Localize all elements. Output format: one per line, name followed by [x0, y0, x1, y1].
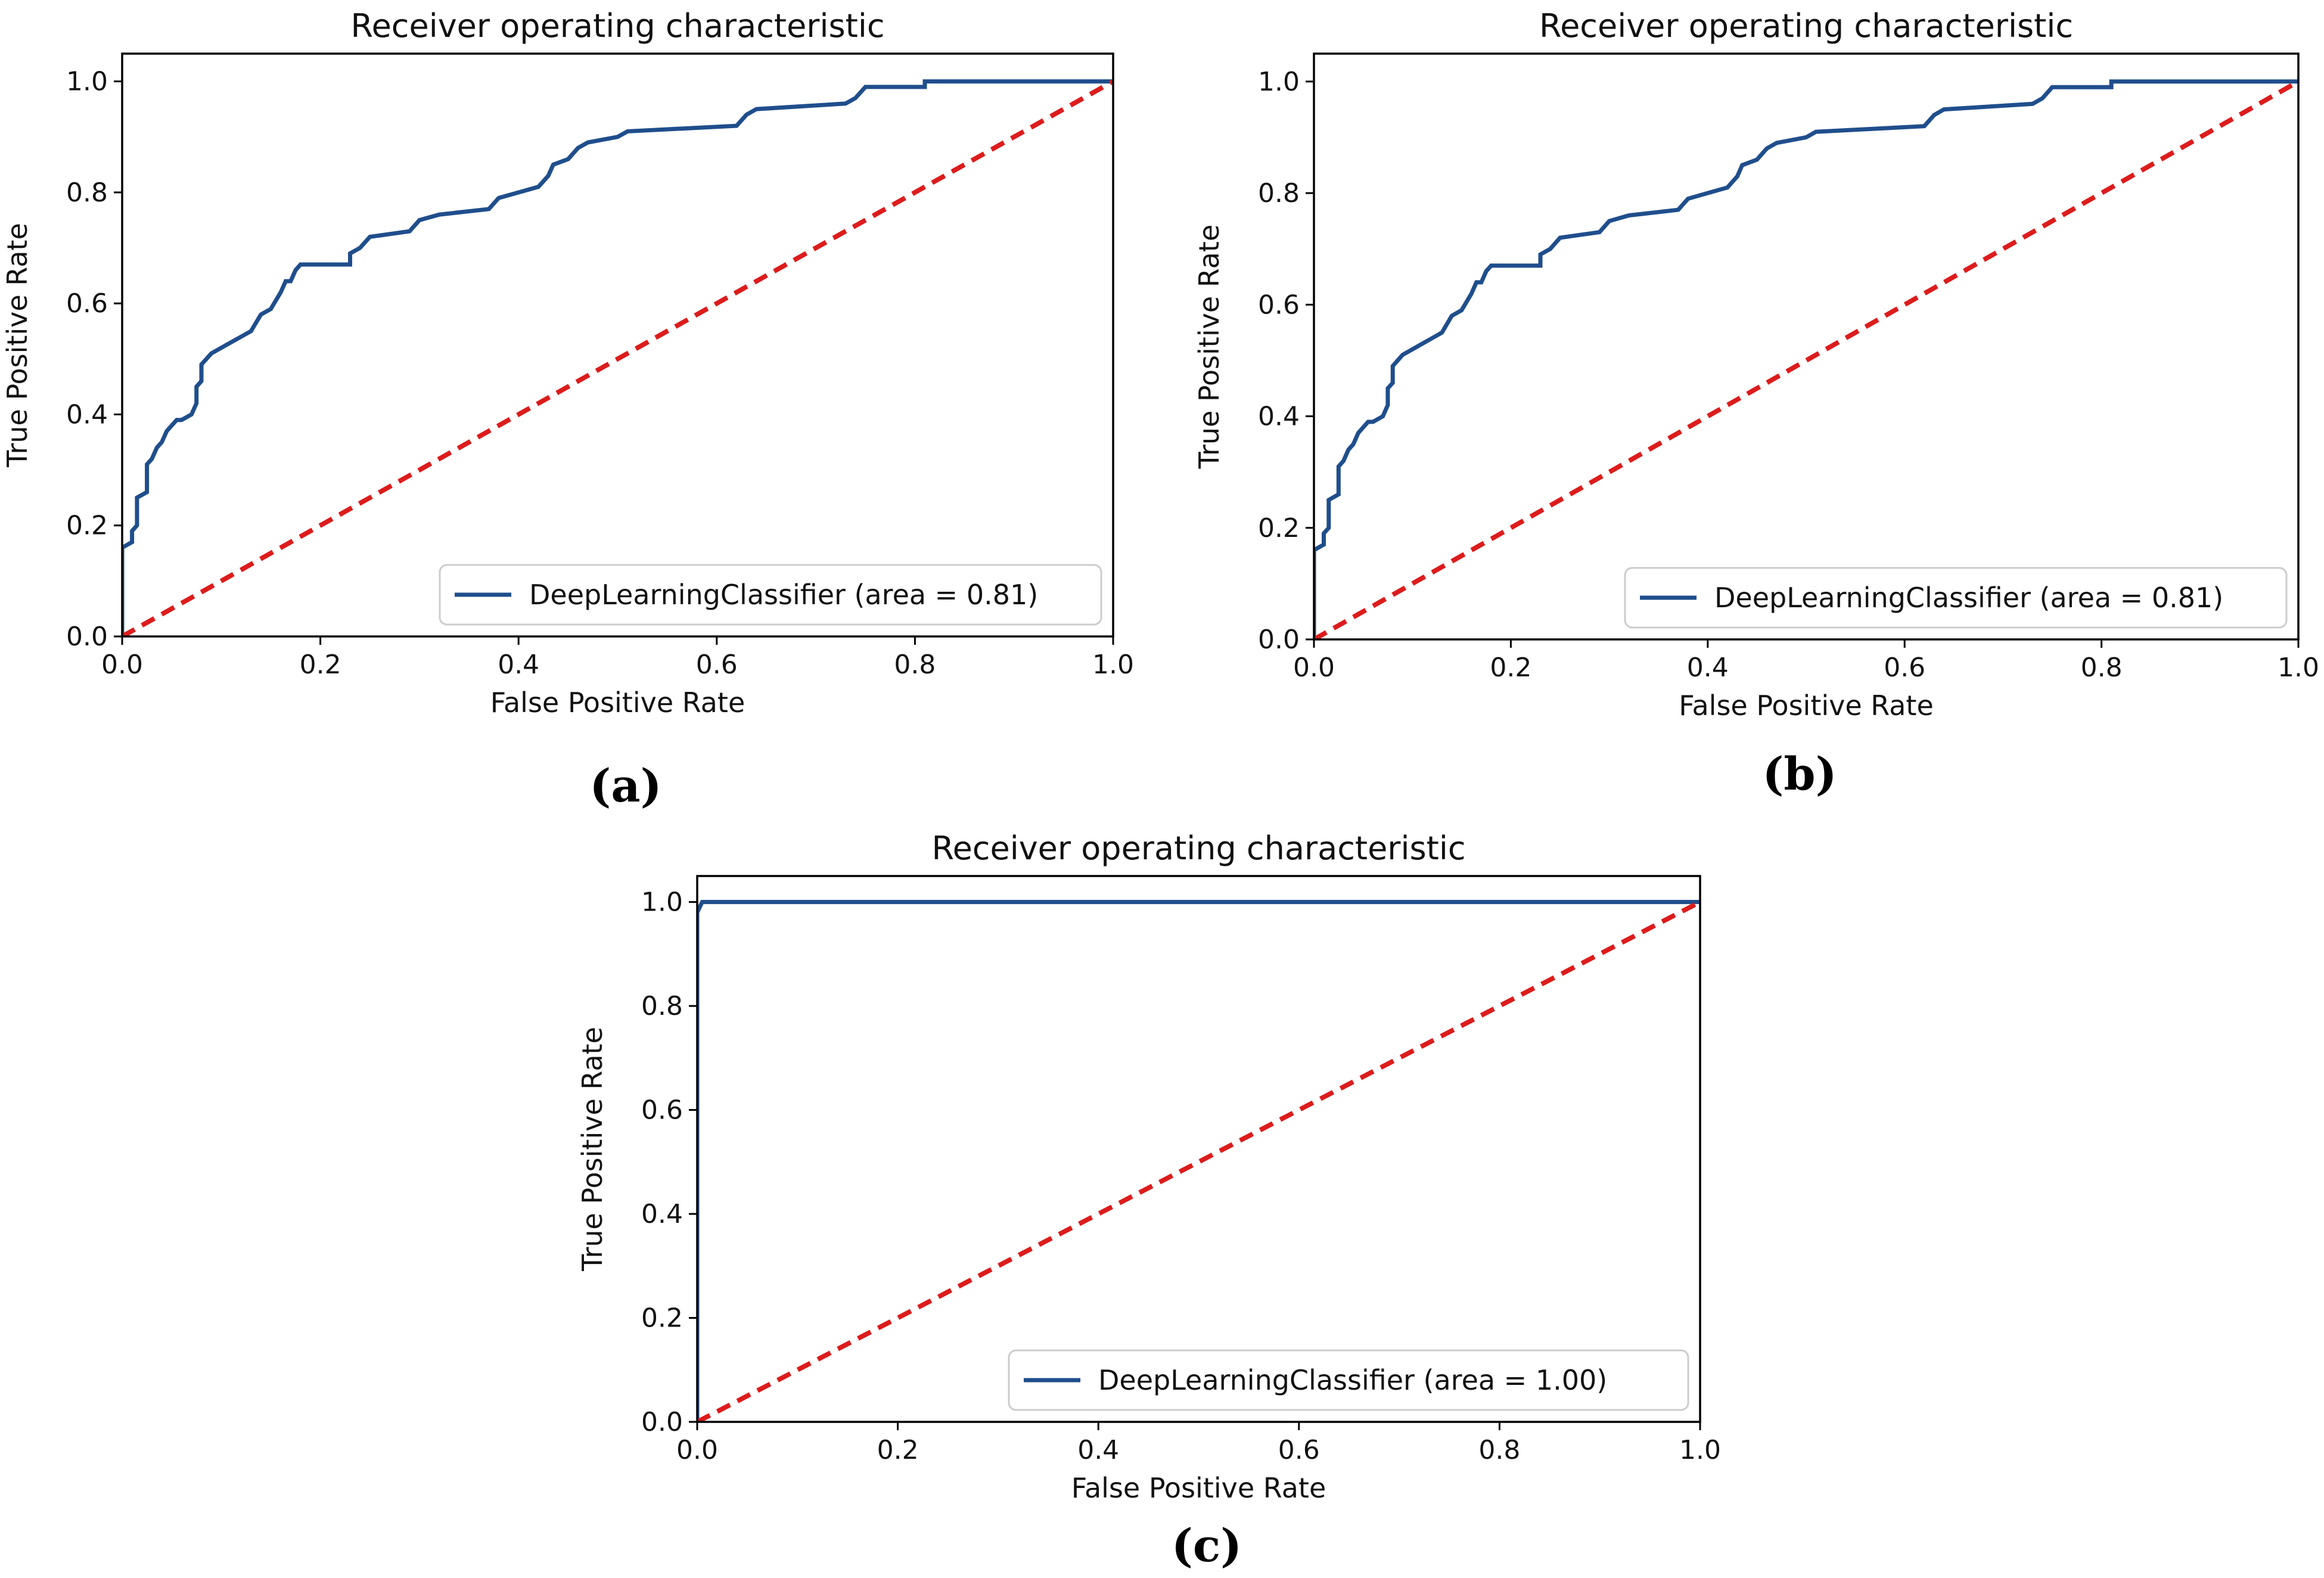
axes-frame — [1313, 52, 2300, 641]
x-tick-label: 0.2 — [877, 1435, 919, 1465]
chance-line — [1314, 79, 2298, 639]
panel-label: (c) — [1172, 1519, 1242, 1572]
x-tick-label: 0.8 — [894, 650, 936, 680]
x-tick-label: 0.0 — [101, 650, 143, 680]
x-tick-label: 0.4 — [1077, 1435, 1119, 1465]
y-tick-label: 0.4 — [1258, 402, 1300, 432]
roc-curve — [1314, 79, 2298, 639]
y-tick-label: 0.0 — [641, 1407, 683, 1437]
chart-title: Receiver operating characteristic — [1539, 7, 2073, 45]
x-tick-label: 1.0 — [1679, 1435, 1721, 1465]
chart-title: Receiver operating characteristic — [350, 7, 884, 45]
axes-frame — [121, 52, 1114, 638]
panel-label: (a) — [589, 759, 661, 812]
x-tick-label: 1.0 — [1092, 650, 1134, 680]
x-tick-label: 0.8 — [1478, 1435, 1520, 1465]
y-tick-label: 0.4 — [66, 399, 108, 430]
legend: DeepLearningClassifier (area = 0.81) — [1624, 567, 2288, 629]
x-tick-label: 0.8 — [2081, 653, 2123, 683]
legend: DeepLearningClassifier (area = 1.00) — [1008, 1349, 1689, 1411]
y-tick-label: 1.0 — [641, 887, 683, 918]
y-tick-label: 0.0 — [66, 622, 108, 652]
legend-label: DeepLearningClassifier (area = 1.00) — [1098, 1364, 1607, 1396]
y-tick-label: 1.0 — [66, 67, 108, 97]
y-tick-label: 0.2 — [641, 1303, 683, 1334]
x-tick-label: 1.0 — [2278, 653, 2319, 683]
legend: DeepLearningClassifier (area = 0.81) — [439, 564, 1102, 626]
legend-box — [1624, 567, 2288, 629]
x-tick-label: 0.6 — [696, 650, 738, 680]
y-axis-label: True Positive Rate — [1193, 225, 1225, 470]
chart-title: Receiver operating characteristic — [931, 830, 1465, 867]
x-tick-label: 0.6 — [1884, 653, 1925, 683]
chance-line — [697, 900, 1700, 1422]
y-tick-label: 0.6 — [66, 288, 108, 319]
y-tick-label: 0.8 — [66, 178, 108, 208]
x-tick-label: 0.2 — [300, 650, 341, 680]
legend-box — [1008, 1349, 1689, 1411]
axes-frame — [696, 875, 1701, 1423]
y-axis-label: True Positive Rate — [576, 1027, 608, 1272]
roc-curve — [697, 900, 1700, 1422]
roc-panel-2: Receiver operating characteristic 0.0 0.2 0… — [1193, 7, 2319, 722]
y-tick-label: 1.0 — [1258, 67, 1300, 97]
roc-panel-1: Receiver operating characteristic 0.0 0.2 0… — [1, 7, 1134, 719]
x-axis-label: False Positive Rate — [1679, 689, 1934, 722]
y-tick-label: 0.0 — [1258, 625, 1300, 655]
y-tick-label: 0.6 — [1258, 290, 1300, 320]
y-tick-label: 0.2 — [66, 511, 108, 541]
x-axis-label: False Positive Rate — [1071, 1472, 1326, 1504]
x-tick-label: 0.0 — [1293, 653, 1335, 683]
y-tick-label: 0.4 — [641, 1199, 683, 1229]
y-tick-label: 0.2 — [1258, 513, 1300, 543]
y-tick-label: 0.6 — [641, 1095, 683, 1126]
x-tick-label: 0.2 — [1490, 653, 1531, 683]
panel-label: (b) — [1762, 747, 1837, 800]
x-tick-label: 0.6 — [1278, 1435, 1320, 1465]
x-tick-label: 0.4 — [498, 650, 539, 680]
legend-label: DeepLearningClassifier (area = 0.81) — [529, 579, 1038, 611]
y-axis-label: True Positive Rate — [1, 223, 33, 468]
x-tick-label: 0.4 — [1687, 653, 1729, 683]
chance-line — [122, 79, 1113, 636]
x-axis-label: False Positive Rate — [490, 687, 745, 719]
y-tick-label: 0.8 — [1258, 178, 1300, 209]
roc-panel-3: Receiver operating characteristic 0.0 0.2 0… — [576, 830, 1721, 1504]
legend-box — [439, 564, 1102, 626]
y-tick-label: 0.8 — [641, 991, 683, 1021]
roc-curve — [122, 79, 1113, 636]
x-tick-label: 0.0 — [676, 1435, 718, 1465]
legend-label: DeepLearningClassifier (area = 0.81) — [1714, 582, 2223, 614]
